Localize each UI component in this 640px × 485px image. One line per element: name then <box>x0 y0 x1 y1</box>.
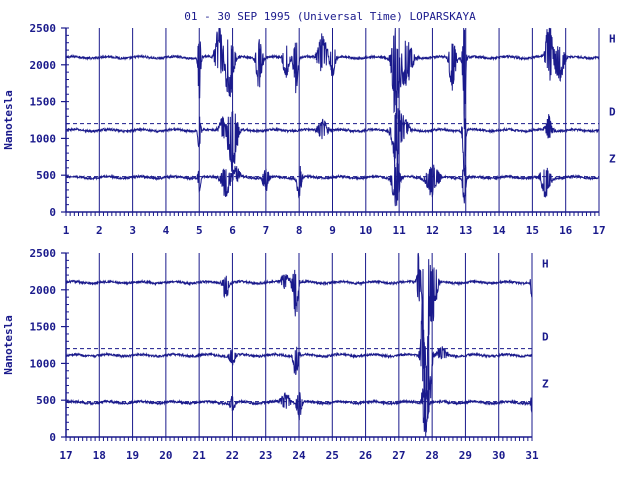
x-tick-label: 5 <box>196 224 203 237</box>
y-tick-label: 2500 <box>30 22 57 35</box>
y-tick-label: 1000 <box>30 132 57 145</box>
y-tick-label: 2000 <box>30 284 57 297</box>
series-label-Z: Z <box>542 378 549 391</box>
y-tick-label: 1500 <box>30 96 57 109</box>
x-tick-label: 19 <box>126 449 139 462</box>
x-tick-label: 17 <box>59 449 72 462</box>
trace-D <box>65 103 600 177</box>
y-axis-label: Nanotesla <box>2 90 15 150</box>
series-label-Z: Z <box>609 153 616 166</box>
x-tick-label: 15 <box>526 224 539 237</box>
x-tick-label: 22 <box>226 449 239 462</box>
x-tick-label: 26 <box>359 449 373 462</box>
trace-Z <box>65 388 533 433</box>
x-tick-label: 28 <box>426 449 439 462</box>
trace-D <box>65 303 533 419</box>
x-tick-label: 4 <box>163 224 170 237</box>
x-tick-label: 25 <box>326 449 339 462</box>
x-tick-label: 29 <box>459 449 472 462</box>
x-tick-label: 30 <box>492 449 505 462</box>
trace-Z <box>65 162 600 207</box>
y-tick-label: 0 <box>49 431 56 444</box>
x-tick-label: 2 <box>96 224 103 237</box>
x-tick-label: 16 <box>559 224 573 237</box>
x-tick-label: 21 <box>193 449 207 462</box>
x-tick-label: 24 <box>292 449 306 462</box>
series-label-H: H <box>609 33 616 46</box>
y-tick-label: 2500 <box>30 247 57 260</box>
trace-H <box>65 252 533 438</box>
x-tick-label: 18 <box>93 449 106 462</box>
series-label-D: D <box>609 106 616 119</box>
x-tick-label: 20 <box>159 449 172 462</box>
x-tick-label: 8 <box>296 224 303 237</box>
x-tick-label: 6 <box>229 224 236 237</box>
y-tick-label: 0 <box>49 206 56 219</box>
x-tick-label: 31 <box>525 449 539 462</box>
x-tick-label: 12 <box>426 224 439 237</box>
series-label-D: D <box>542 331 549 344</box>
x-tick-label: 7 <box>263 224 270 237</box>
y-tick-label: 500 <box>36 394 56 407</box>
x-tick-label: 27 <box>392 449 405 462</box>
x-tick-label: 3 <box>129 224 136 237</box>
x-tick-label: 1 <box>63 224 70 237</box>
y-tick-label: 1500 <box>30 321 57 334</box>
y-tick-label: 2000 <box>30 59 57 72</box>
x-tick-label: 10 <box>359 224 372 237</box>
series-label-H: H <box>542 258 549 271</box>
x-tick-label: 14 <box>492 224 506 237</box>
x-tick-label: 13 <box>459 224 472 237</box>
x-tick-label: 9 <box>329 224 336 237</box>
chart-title: 01 - 30 SEP 1995 (Universal Time) LOPARS… <box>184 10 476 23</box>
trace-H <box>65 27 600 130</box>
x-tick-label: 23 <box>259 449 272 462</box>
y-tick-label: 500 <box>36 169 56 182</box>
x-tick-label: 11 <box>393 224 407 237</box>
x-tick-label: 17 <box>592 224 605 237</box>
panel-bottom: 0 500 1000 1500 2000 2500 Nanotesla 17 18 19 20 21 2… <box>2 247 549 462</box>
y-tick-label: 1000 <box>30 357 57 370</box>
y-axis-label: Nanotesla <box>2 315 15 375</box>
